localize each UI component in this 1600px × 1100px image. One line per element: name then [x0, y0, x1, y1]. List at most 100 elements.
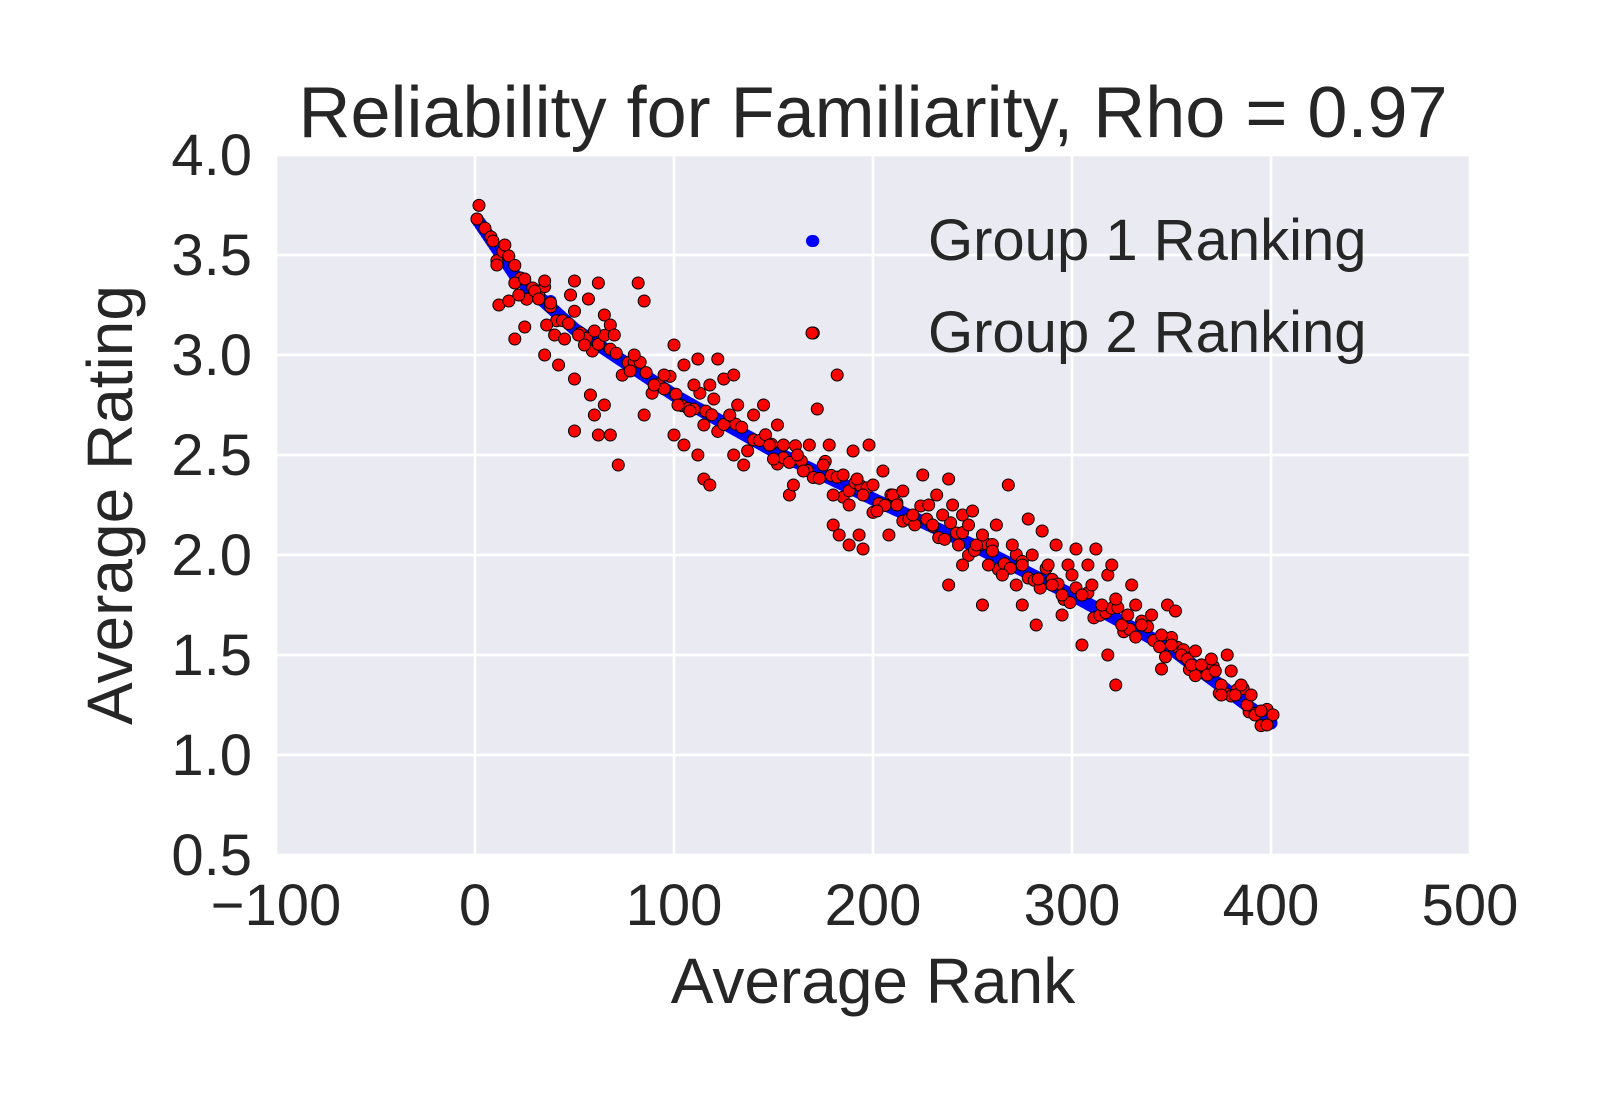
x-tick-label: 300: [1024, 873, 1121, 938]
group-2-point: [926, 518, 940, 532]
group-2-point: [544, 296, 558, 310]
group-2-point: [490, 258, 504, 272]
group-2-point: [826, 518, 840, 532]
group-2-point: [568, 274, 581, 288]
x-tick-label: 400: [1223, 873, 1320, 938]
group-2-point: [518, 272, 532, 286]
group-2-point: [472, 198, 486, 212]
group-2-point: [597, 398, 611, 412]
group-2-point: [587, 408, 601, 422]
group-2-point: [647, 378, 661, 392]
group-2-point: [1089, 542, 1103, 556]
group-2-point: [1035, 524, 1049, 538]
group-2-point: [703, 478, 717, 492]
group-2-point: [591, 276, 605, 290]
group-2-point: [946, 498, 960, 512]
group-2-point: [952, 538, 966, 552]
group-2-point: [1075, 638, 1089, 652]
group-2-point: [1055, 588, 1069, 602]
x-tick-label: 500: [1422, 873, 1519, 938]
group-2-point: [1155, 662, 1169, 676]
group-2-point: [1069, 542, 1083, 556]
group-2-point: [856, 488, 870, 502]
group-2-point: [470, 212, 484, 226]
group-2-point: [1029, 618, 1043, 632]
group-2-point: [568, 424, 581, 438]
legend-marker-group-2: [805, 326, 819, 340]
group-2-point: [826, 488, 840, 502]
group-2-point: [677, 438, 691, 452]
group-2-point: [697, 418, 711, 432]
group-2-point: [763, 438, 777, 452]
group-2-point: [1009, 578, 1023, 592]
group-2-point: [790, 448, 804, 462]
group-2-point: [737, 458, 751, 472]
group-2-point: [683, 404, 697, 418]
group-2-point: [1234, 678, 1248, 692]
group-2-point: [1015, 598, 1029, 612]
group-2-point: [691, 448, 705, 462]
legend-label-group-2: Group 2 Ranking: [928, 300, 1366, 365]
group-2-point: [1145, 608, 1159, 622]
group-2-point: [822, 438, 836, 452]
group-2-point: [667, 338, 681, 352]
group-2-point: [906, 508, 920, 522]
group-2-point: [609, 346, 623, 360]
group-2-point: [741, 444, 755, 458]
group-2-point: [1063, 596, 1077, 610]
group-2-point: [1025, 548, 1039, 562]
y-tick-label: 4.0: [171, 123, 252, 188]
group-2-point: [1129, 598, 1143, 612]
group-2-point: [1081, 558, 1095, 572]
y-tick-label: 2.0: [171, 523, 252, 588]
group-2-point: [1001, 478, 1015, 492]
y-tick-label: 3.5: [171, 223, 252, 288]
group-2-point: [1005, 538, 1019, 552]
group-2-point: [727, 448, 741, 462]
group-2-point: [1115, 618, 1129, 632]
group-2-point: [607, 328, 621, 342]
group-2-point: [846, 444, 860, 458]
y-tick-labels: 0.5 1.0 1.5 2.0 2.5 3.0 3.5 4.0: [171, 123, 252, 888]
group-2-point: [1109, 592, 1123, 606]
group-2-point: [942, 472, 956, 486]
group-2-point: [1220, 648, 1234, 662]
group-2-point: [603, 428, 617, 442]
group-2-point: [975, 528, 989, 542]
series-group-2: [470, 198, 1280, 733]
group-2-point: [691, 352, 705, 366]
group-2-point: [502, 294, 516, 308]
group-2-point: [631, 276, 645, 290]
x-tick-label: −100: [211, 873, 342, 938]
group-2-point: [767, 452, 780, 466]
group-2-point: [1188, 644, 1202, 658]
group-2-point: [896, 484, 910, 498]
group-2-point: [1055, 608, 1069, 622]
legend-label-group-1: Group 1 Ranking: [928, 208, 1366, 273]
group-2-point: [577, 338, 591, 352]
group-2-point: [540, 318, 554, 332]
group-2-point: [581, 292, 595, 306]
group-2-point: [562, 317, 576, 331]
group-2-point: [1125, 578, 1139, 592]
group-2-point: [1021, 512, 1035, 526]
chart-title: Reliability for Familiarity, Rho = 0.97: [298, 73, 1447, 153]
group-2-point: [518, 320, 532, 334]
group-2-point: [1194, 658, 1208, 672]
group-2-point: [830, 368, 844, 382]
legend-marker-group-1: [806, 235, 818, 247]
group-2-point: [508, 258, 522, 272]
group-2-point: [876, 464, 890, 478]
group-2-point: [1244, 688, 1258, 702]
group-2-point: [1224, 664, 1238, 678]
x-axis-label: Average Rank: [671, 945, 1076, 1017]
group-2-point: [938, 532, 952, 546]
x-tick-label: 0: [459, 873, 491, 938]
group-2-point: [1260, 718, 1274, 732]
y-axis-label: Average Rating: [74, 285, 146, 725]
group-2-point: [1121, 608, 1135, 622]
group-2-point: [1085, 578, 1099, 592]
group-2-point: [727, 368, 741, 382]
group-2-point: [956, 558, 970, 572]
